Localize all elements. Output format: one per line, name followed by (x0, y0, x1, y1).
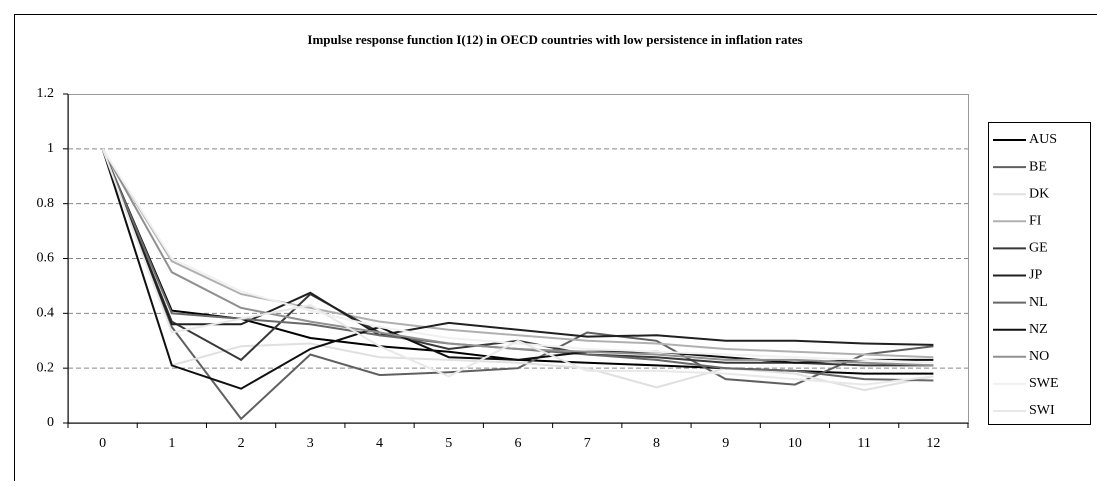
legend-label: SWI (1029, 403, 1055, 418)
legend-label: DK (1029, 186, 1049, 201)
legend-label: SWE (1029, 376, 1059, 391)
y-tick-label: 1.2 (37, 86, 55, 101)
x-tick-label: 4 (376, 436, 383, 451)
x-tick-label: 6 (515, 436, 522, 451)
legend-label: GE (1029, 241, 1048, 256)
y-tick-label: 0.6 (37, 251, 55, 266)
x-tick-label: 2 (238, 436, 245, 451)
legend-label: BE (1029, 159, 1047, 174)
x-tick-label: 1 (168, 436, 175, 451)
legend-label: AUS (1029, 132, 1057, 147)
y-tick-label: 0 (47, 415, 54, 430)
legend-label: JP (1029, 268, 1042, 283)
y-tick-label: 0.2 (37, 360, 55, 375)
legend-label: FI (1029, 214, 1042, 229)
y-tick-label: 0.8 (37, 196, 55, 211)
x-tick-label: 5 (445, 436, 452, 451)
x-tick-label: 12 (926, 436, 940, 451)
legend-label: NL (1029, 295, 1048, 310)
chart-title: Impulse response function I(12) in OECD … (307, 32, 802, 47)
x-tick-label: 3 (307, 436, 314, 451)
x-tick-label: 11 (857, 436, 870, 451)
chart-border (15, 15, 1097, 482)
legend-label: NO (1029, 349, 1049, 364)
x-tick-label: 10 (788, 436, 802, 451)
legend-label: NZ (1029, 322, 1048, 337)
x-tick-label: 7 (584, 436, 591, 451)
y-tick-label: 0.4 (37, 306, 55, 321)
x-tick-label: 9 (722, 436, 729, 451)
y-tick-label: 1 (47, 141, 54, 156)
x-tick-label: 0 (99, 436, 106, 451)
x-tick-label: 8 (653, 436, 660, 451)
